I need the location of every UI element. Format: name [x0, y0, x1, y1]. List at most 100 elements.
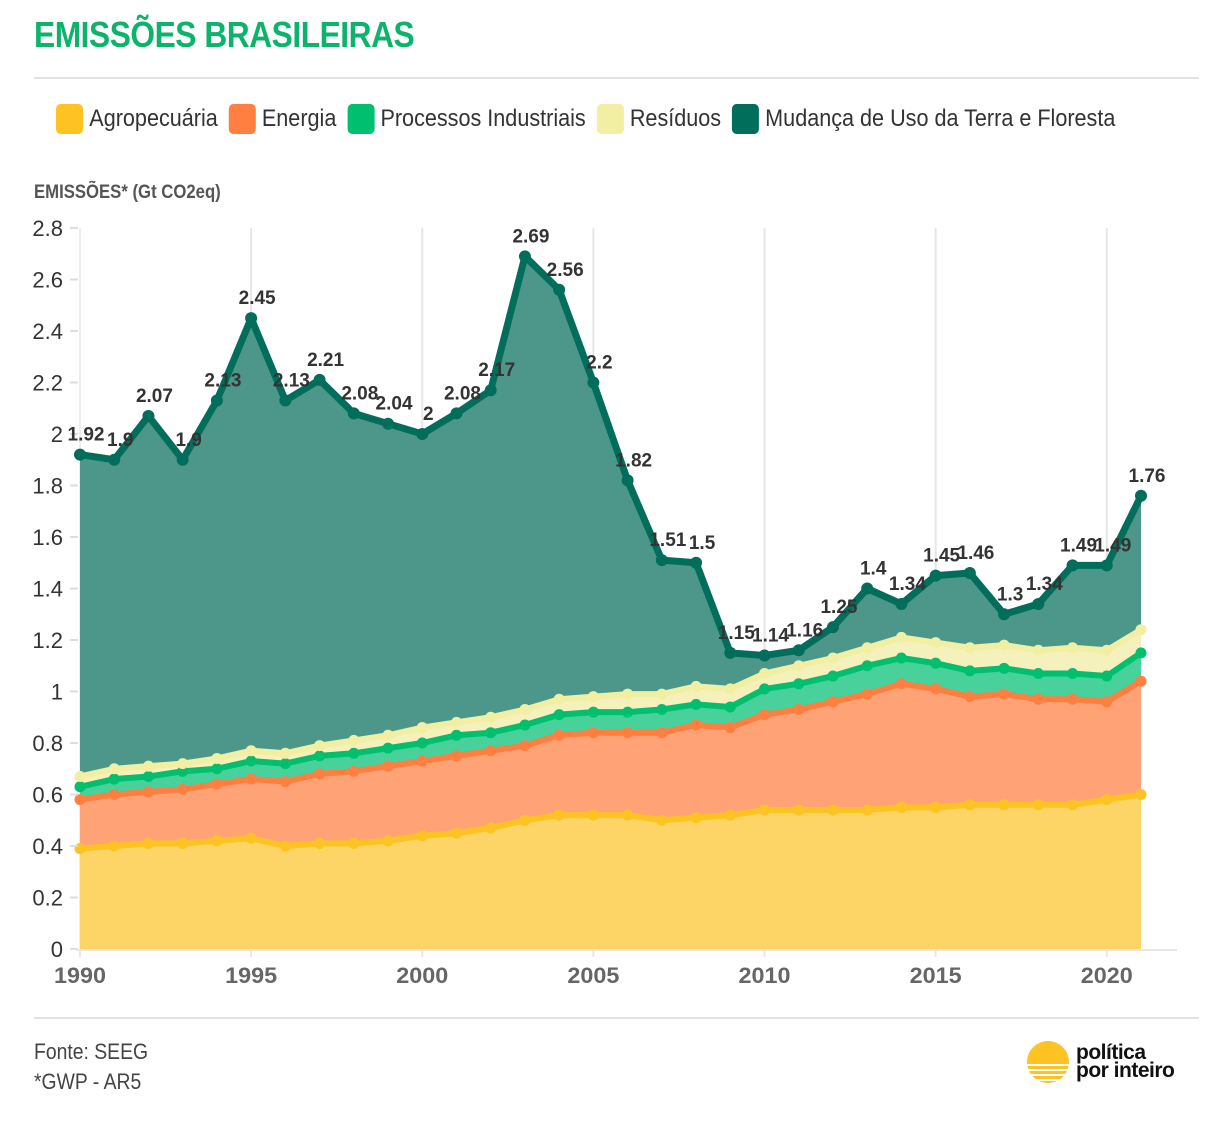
data-point	[279, 758, 291, 770]
data-point	[519, 740, 531, 752]
data-point	[450, 827, 462, 839]
data-point	[622, 809, 634, 821]
data-point	[656, 704, 668, 716]
data-point	[245, 832, 257, 844]
data-point	[142, 837, 154, 849]
data-point	[142, 770, 154, 782]
data-point	[793, 804, 805, 816]
data-point	[245, 745, 257, 757]
chart-title: EMISSÕES BRASILEIRAS	[34, 14, 415, 55]
data-point	[485, 711, 497, 723]
data-label: 1.3	[997, 584, 1023, 605]
data-point	[416, 428, 429, 440]
legend-item-agropecuaria[interactable]: Agropecuária	[56, 104, 218, 134]
data-point	[759, 709, 771, 721]
data-point	[895, 801, 907, 813]
data-point	[142, 409, 155, 422]
data-point	[929, 569, 942, 582]
data-label: 1.92	[68, 425, 105, 446]
data-point	[827, 804, 839, 816]
data-point	[930, 683, 942, 695]
axes: 00.20.40.60.811.21.41.61.822.22.42.62.81…	[32, 216, 1177, 988]
data-label: 1.25	[820, 597, 857, 618]
data-point	[108, 773, 120, 785]
data-point	[690, 556, 703, 569]
legend-item-processos-industriais[interactable]: Processos Industriais	[347, 104, 586, 134]
data-point	[142, 786, 154, 798]
series-line-0	[79, 791, 1142, 852]
footer-notes: Fonte: SEEG *GWP - AR5	[34, 1037, 148, 1097]
logo-line2: por inteiro	[1076, 1059, 1175, 1082]
data-point	[655, 554, 668, 567]
data-point	[108, 763, 120, 775]
data-point	[826, 621, 839, 634]
data-point	[485, 822, 497, 834]
header-divider	[34, 77, 1199, 79]
stacked-area-chart: 00.20.40.60.811.21.41.61.822.22.42.62.81…	[32, 216, 1177, 988]
data-label: 2.45	[239, 288, 276, 309]
data-label: 1.34	[1026, 574, 1063, 595]
data-point	[382, 742, 394, 754]
data-point	[861, 582, 874, 595]
data-point	[416, 755, 428, 767]
y-tick-label: 2.6	[32, 268, 63, 293]
data-point	[827, 696, 839, 708]
logo-text: política por inteiro	[1076, 1042, 1175, 1082]
data-point	[622, 727, 634, 739]
legend-swatch	[56, 104, 83, 134]
data-point	[211, 778, 223, 790]
data-point	[621, 474, 634, 487]
data-point	[964, 665, 976, 677]
data-point	[74, 794, 86, 806]
data-point	[587, 727, 599, 739]
data-point	[416, 722, 428, 734]
data-point	[177, 783, 189, 795]
y-tick-label: 1.4	[32, 577, 63, 602]
legend-item-mudanca-uso-terra[interactable]: Mudança de Uso da Terra e Floresta	[731, 104, 1115, 134]
legend-label: Processos Industriais	[380, 105, 586, 132]
data-point	[314, 740, 326, 752]
data-label: 2.56	[547, 260, 584, 281]
data-point	[930, 657, 942, 669]
data-point	[1101, 794, 1113, 806]
data-point	[964, 642, 976, 654]
data-point	[210, 394, 223, 407]
y-tick-label: 2.4	[32, 319, 63, 344]
data-point	[1135, 675, 1147, 687]
legend-item-energia[interactable]: Energia	[228, 104, 336, 134]
source-text: Fonte: SEEG	[34, 1039, 149, 1064]
data-point	[1067, 693, 1079, 705]
data-point	[1032, 644, 1044, 656]
data-point	[656, 688, 668, 700]
data-point	[998, 639, 1010, 651]
data-point	[964, 691, 976, 703]
area-0	[80, 794, 1141, 949]
legend-swatch	[347, 104, 375, 134]
publisher-logo: política por inteiro	[1026, 1040, 1175, 1084]
data-point	[519, 719, 531, 731]
data-point	[1067, 667, 1079, 679]
data-point	[930, 801, 942, 813]
data-point	[793, 660, 805, 672]
data-point	[656, 727, 668, 739]
data-point	[827, 652, 839, 664]
sun-logo-icon	[1027, 1041, 1069, 1083]
footer-divider	[34, 1017, 1199, 1019]
data-point	[759, 667, 771, 679]
legend-item-residuos[interactable]: Resíduos	[596, 104, 721, 134]
data-point	[416, 830, 428, 842]
data-point	[1101, 670, 1113, 682]
data-point	[519, 814, 531, 826]
data-label: 1.14	[752, 625, 789, 646]
data-point	[724, 701, 736, 713]
data-point	[177, 758, 189, 770]
data-label: 2.21	[307, 350, 344, 371]
data-point	[1067, 642, 1079, 654]
area-3	[80, 629, 1141, 787]
data-point	[793, 704, 805, 716]
data-point	[998, 688, 1010, 700]
x-tick-label: 2015	[910, 963, 962, 988]
y-tick-label: 1.6	[32, 525, 63, 550]
data-point	[1101, 696, 1113, 708]
data-label: 2.08	[444, 383, 481, 404]
